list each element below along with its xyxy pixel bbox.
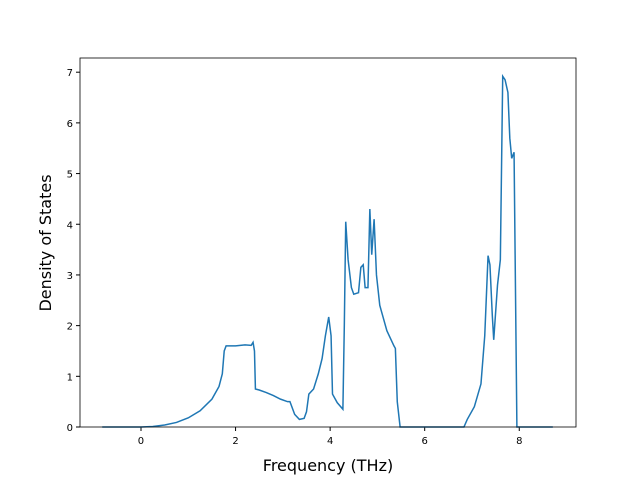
line-series <box>102 73 553 428</box>
x-tick-label: 2 <box>232 436 238 447</box>
x-tick-label: 0 <box>138 436 144 447</box>
y-tick-label: 2 <box>67 322 73 333</box>
x-axis-label: Frequency (THz) <box>263 456 393 475</box>
y-tick-label: 1 <box>67 372 73 383</box>
x-tick-label: 6 <box>422 436 428 447</box>
y-tick-label: 4 <box>67 220 73 231</box>
y-axis-label: Density of States <box>36 174 55 311</box>
plot-frame <box>79 57 577 428</box>
y-tick-label: 5 <box>67 170 73 181</box>
y-tick-label: 3 <box>67 271 73 282</box>
y-tick-label: 6 <box>67 119 73 130</box>
x-tick-label: 4 <box>327 436 333 447</box>
y-tick-label: 0 <box>67 423 73 434</box>
y-tick-label: 7 <box>67 68 73 79</box>
x-tick-label: 8 <box>516 436 522 447</box>
